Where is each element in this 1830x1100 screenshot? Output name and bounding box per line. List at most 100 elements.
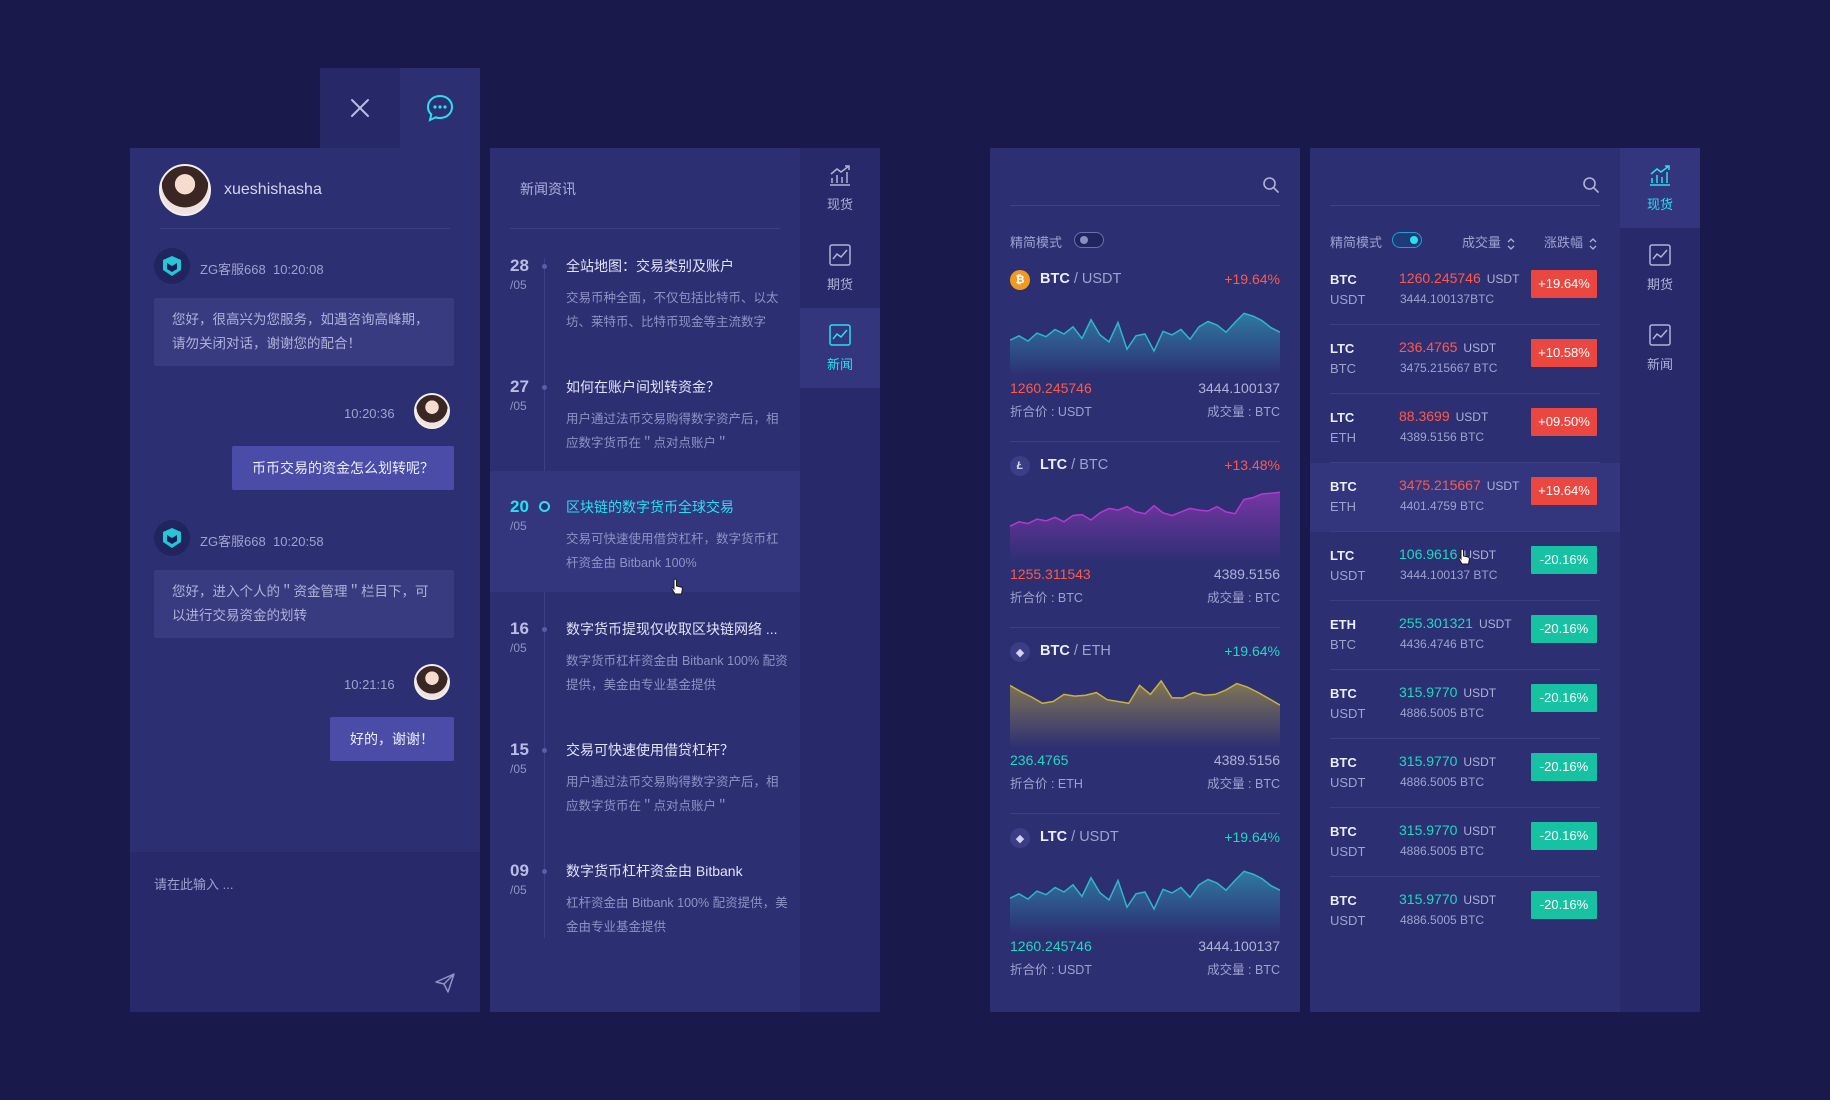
market-card[interactable]: Ł LTC / BTC +13.48% 1255.311543 4389.515… xyxy=(990,442,1300,628)
volume-unit: 成交量 : BTC xyxy=(1207,591,1280,605)
divider xyxy=(160,228,450,229)
divider xyxy=(1330,324,1600,325)
divider xyxy=(1330,462,1600,463)
news-item[interactable]: 15 /05 交易可快速使用借贷杠杆？ 用户通过法币交易购得数字资产后，相应数字… xyxy=(490,724,800,845)
futures-chart-icon xyxy=(829,244,851,266)
market-list-row[interactable]: BTC USDT 1260.245746 USDT 3444.100137BTC +19.… xyxy=(1310,256,1620,325)
row-quote: ETH xyxy=(1330,499,1356,514)
pair-quote: / BTC xyxy=(1067,457,1109,473)
news-item[interactable]: 28 /05 全站地图：交易类别及账户 交易币种全面，不仅包括比特币、以太坊、莱… xyxy=(490,240,800,361)
row-price-unit: USDT xyxy=(1463,341,1497,355)
nav-label: 现货 xyxy=(1646,197,1673,212)
nav-label: 期货 xyxy=(826,277,853,292)
market-list-row[interactable]: BTC USDT 315.9770 USDT 4886.5005 BTC -20.16% xyxy=(1310,877,1620,946)
nav-futures[interactable]: 期货 xyxy=(800,228,880,308)
send-button[interactable] xyxy=(434,972,458,996)
row-price-unit: USDT xyxy=(1463,686,1497,700)
divider xyxy=(1010,627,1280,628)
market-list-row[interactable]: ETH BTC 255.301321 USDT 4436.4746 BTC -20.16% xyxy=(1310,601,1620,670)
row-price: 236.4765 xyxy=(1399,339,1458,355)
market-list-row[interactable]: BTC USDT 315.9770 USDT 4886.5005 BTC -20.16% xyxy=(1310,739,1620,808)
market-list-row[interactable]: LTC ETH 88.3699 USDT 4389.5156 BTC +09.50% xyxy=(1310,394,1620,463)
sort-by-change-button[interactable]: 涨跌幅 xyxy=(1544,232,1597,251)
nav-news[interactable]: 新闻 xyxy=(1620,308,1700,388)
market-list-row[interactable]: BTC ETH 3475.215667 USDT 4401.4759 BTC +19.64… xyxy=(1310,463,1620,532)
news-panel: 新闻资讯 28 /05 全站地图：交易类别及账户 交易币种全面，不仅包括比特币、… xyxy=(490,148,800,1012)
row-base: BTC xyxy=(1330,272,1357,287)
toggle-knob xyxy=(1410,236,1418,244)
card-price: 236.4765 xyxy=(1010,752,1069,768)
market-card[interactable]: ◆ LTC / USDT +19.64% 1260.245746 3444.10… xyxy=(990,814,1300,1000)
simple-mode-toggle[interactable] xyxy=(1392,232,1422,248)
row-price-unit: USDT xyxy=(1455,410,1489,424)
row-price-group: 315.9770 USDT xyxy=(1399,684,1496,700)
news-day: 16 xyxy=(510,619,529,638)
agent-meta: ZG客服668 10:20:58 xyxy=(200,531,324,550)
news-item[interactable]: 16 /05 数字货币提现仅收取区块链网络 ... 数字货币杠杆资金由 Bitb… xyxy=(490,603,800,724)
row-price-unit: USDT xyxy=(1478,617,1512,631)
chat-message-input[interactable] xyxy=(154,872,454,896)
change-badge: +09.50% xyxy=(1531,408,1597,436)
sparkline-chart xyxy=(1010,870,1280,934)
row-price-unit: USDT xyxy=(1463,824,1497,838)
trading-pair: LTC / BTC xyxy=(1040,457,1108,473)
row-quote: USDT xyxy=(1330,844,1366,859)
news-chart-icon xyxy=(829,324,851,346)
row-base: BTC xyxy=(1330,686,1357,701)
row-price: 3475.215667 xyxy=(1399,477,1481,493)
volume-unit: 成交量 : BTC xyxy=(1207,405,1280,419)
market-list-search-input[interactable] xyxy=(1330,168,1600,206)
row-base: BTC xyxy=(1330,893,1357,908)
sort-by-volume-button[interactable]: 成交量 xyxy=(1462,232,1515,251)
sort-volume-label: 成交量 xyxy=(1462,235,1502,250)
row-volume: 4886.5005 BTC xyxy=(1400,775,1485,789)
user-message: 好的，谢谢！ xyxy=(330,717,454,761)
news-item-title: 全站地图：交易类别及账户 xyxy=(566,258,734,274)
user-avatar xyxy=(414,393,450,429)
sparkline-line xyxy=(1010,312,1280,353)
news-item-active[interactable]: 20 /05 区块链的数字货币全球交易 交易可快速使用借贷杠杆，数字货币杠杆资金… xyxy=(490,471,800,592)
search-icon[interactable] xyxy=(1582,176,1600,194)
row-quote: USDT xyxy=(1330,292,1366,307)
market-list-row[interactable]: LTC USDT 106.9616 USDT 3444.100137 BTC -20.16… xyxy=(1310,532,1620,601)
news-item[interactable]: 09 /05 数字货币杠杆资金由 Bitbank 杠杆资金由 Bitbank 1… xyxy=(490,845,800,966)
market-list-row[interactable]: LTC BTC 236.4765 USDT 3475.215667 BTC +10.58% xyxy=(1310,325,1620,394)
news-item[interactable]: 27 /05 如何在账户间划转资金？ 用户通过法币交易购得数字资产后，相应数字货… xyxy=(490,361,800,482)
row-price-unit: USDT xyxy=(1463,548,1497,562)
nav-news[interactable]: 新闻 xyxy=(800,308,880,388)
change-badge: +10.58% xyxy=(1531,339,1597,367)
market-search-input[interactable] xyxy=(1010,168,1280,206)
market-list-row[interactable]: BTC USDT 315.9770 USDT 4886.5005 BTC -20.16% xyxy=(1310,808,1620,877)
simple-mode-toggle[interactable] xyxy=(1074,232,1104,248)
search-icon[interactable] xyxy=(1262,176,1280,194)
chat-username: xueshishasha xyxy=(224,181,322,198)
litecoin-icon: Ł xyxy=(1010,456,1030,476)
market-card[interactable]: ◆ BTC / ETH +19.64% 236.4765 4389.5156 折… xyxy=(990,628,1300,814)
row-quote: USDT xyxy=(1330,706,1366,721)
message-time: 10:20:08 xyxy=(272,262,324,277)
row-volume: 4389.5156 BTC xyxy=(1400,430,1485,444)
sparkline-line xyxy=(1010,870,1280,911)
row-volume: 3444.100137BTC xyxy=(1400,292,1495,306)
nav-spot[interactable]: 现货 xyxy=(1620,148,1700,228)
chat-input-area xyxy=(130,852,480,1012)
ethereum-icon: ◆ xyxy=(1010,642,1030,662)
news-day: 09 xyxy=(510,861,529,880)
news-item-desc: 杠杆资金由 Bitbank 100% 配资提供，美金由专业基金提供 xyxy=(566,896,788,934)
row-price-unit: USDT xyxy=(1486,479,1520,493)
nav-futures[interactable]: 期货 xyxy=(1620,228,1700,308)
chat-tab[interactable] xyxy=(400,68,480,148)
pair-base: BTC xyxy=(1040,271,1070,287)
row-price: 255.301321 xyxy=(1399,615,1473,631)
market-card[interactable]: ₿ BTC / USDT +19.64% 1260.245746 3444.10… xyxy=(990,256,1300,442)
market-list-row[interactable]: BTC USDT 315.9770 USDT 4886.5005 BTC -20.16% xyxy=(1310,670,1620,739)
nav-spot[interactable]: 现货 xyxy=(800,148,880,228)
ethereum-icon: ◆ xyxy=(1010,828,1030,848)
row-volume: 4886.5005 BTC xyxy=(1400,706,1485,720)
sparkline-chart xyxy=(1010,679,1280,748)
pair-base: BTC xyxy=(1040,643,1070,659)
news-panel-title: 新闻资讯 xyxy=(520,181,576,197)
agent-name: ZG客服668 xyxy=(200,534,266,549)
bitcoin-icon: ₿ xyxy=(1010,270,1030,290)
close-chat-button[interactable] xyxy=(320,68,400,148)
